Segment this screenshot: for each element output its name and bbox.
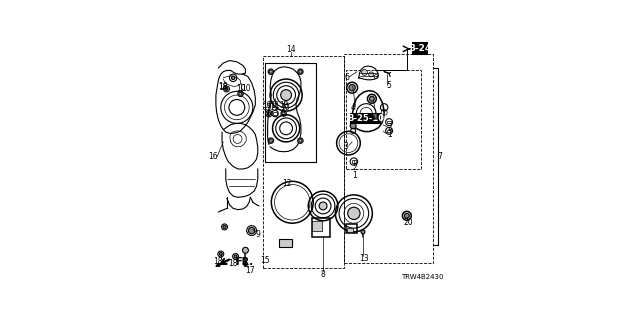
Circle shape — [267, 112, 271, 115]
Text: 7: 7 — [438, 152, 442, 161]
Bar — [352, 160, 356, 163]
Circle shape — [298, 138, 303, 143]
Text: 20: 20 — [403, 218, 413, 227]
Circle shape — [248, 228, 255, 234]
Bar — [346, 224, 357, 233]
Text: B-24: B-24 — [408, 44, 431, 53]
FancyArrow shape — [216, 259, 230, 266]
Text: 10: 10 — [280, 103, 290, 112]
Circle shape — [298, 69, 303, 74]
Bar — [312, 218, 330, 237]
Text: 2: 2 — [387, 123, 392, 132]
Text: 12: 12 — [283, 179, 292, 188]
Bar — [273, 112, 277, 115]
Text: 15: 15 — [260, 256, 270, 265]
Bar — [387, 130, 391, 132]
Circle shape — [319, 202, 327, 210]
Text: 10: 10 — [236, 84, 245, 93]
Circle shape — [361, 230, 365, 234]
Bar — [265, 63, 316, 162]
Circle shape — [268, 138, 273, 143]
Bar — [344, 54, 433, 263]
Circle shape — [281, 90, 292, 100]
Text: FR.: FR. — [236, 257, 253, 267]
Circle shape — [234, 255, 237, 258]
Text: 14: 14 — [286, 45, 296, 54]
Text: 9: 9 — [255, 230, 260, 239]
Text: 11: 11 — [269, 103, 279, 112]
Bar — [387, 121, 391, 124]
Circle shape — [369, 96, 374, 101]
Text: 1: 1 — [352, 171, 357, 180]
Circle shape — [281, 111, 286, 116]
Text: 18: 18 — [214, 257, 223, 266]
Text: 19: 19 — [262, 101, 272, 110]
Text: 10: 10 — [280, 101, 289, 110]
Circle shape — [350, 123, 356, 129]
Bar — [279, 239, 292, 247]
Bar — [413, 43, 427, 54]
Circle shape — [232, 76, 235, 80]
Text: 10: 10 — [241, 84, 251, 93]
Circle shape — [268, 69, 273, 74]
Circle shape — [243, 247, 248, 253]
Text: 17: 17 — [246, 266, 255, 275]
Circle shape — [349, 84, 355, 91]
Text: 18: 18 — [218, 82, 228, 91]
Circle shape — [362, 69, 367, 75]
Circle shape — [225, 87, 228, 90]
Bar — [312, 221, 322, 231]
Text: 13: 13 — [360, 254, 369, 263]
Text: 16: 16 — [209, 152, 218, 161]
Text: 11: 11 — [270, 101, 280, 110]
Text: 4: 4 — [350, 103, 355, 112]
Text: 8: 8 — [321, 270, 326, 279]
Bar — [262, 56, 344, 268]
Text: B-25-10: B-25-10 — [347, 114, 384, 123]
Bar — [346, 70, 421, 169]
Circle shape — [238, 91, 243, 97]
Bar — [348, 228, 353, 232]
Text: 1: 1 — [387, 130, 392, 139]
Circle shape — [369, 72, 374, 77]
Circle shape — [223, 225, 226, 228]
Text: 18: 18 — [218, 83, 227, 92]
Text: 2: 2 — [352, 163, 357, 172]
Text: 6: 6 — [344, 73, 349, 82]
Circle shape — [220, 252, 222, 255]
Text: 18: 18 — [228, 259, 238, 268]
Text: 4: 4 — [372, 113, 377, 122]
Text: 19: 19 — [262, 103, 272, 112]
Text: 5: 5 — [387, 81, 392, 90]
Circle shape — [348, 207, 360, 220]
FancyArrow shape — [244, 263, 247, 267]
Text: 3: 3 — [344, 142, 348, 151]
Bar — [351, 114, 380, 124]
Circle shape — [404, 213, 410, 218]
Text: TRW4B2430: TRW4B2430 — [401, 275, 444, 280]
